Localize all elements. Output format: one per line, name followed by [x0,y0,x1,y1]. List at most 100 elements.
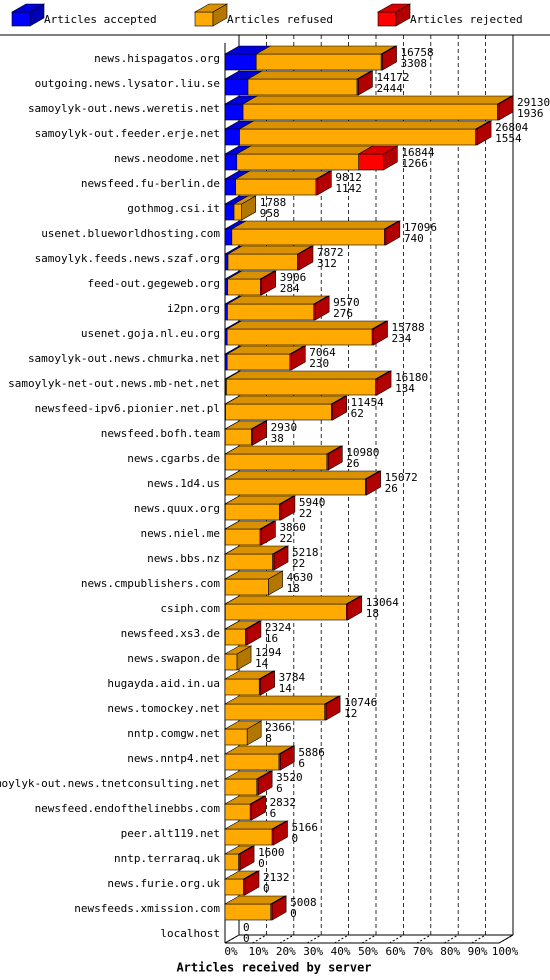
bar-segment-side [241,195,257,221]
y-tick-label: news.niel.me [141,527,220,540]
bar-segment [358,153,384,171]
y-tick-label: news.swapon.de [127,652,220,665]
legend-label: Articles refused [227,13,333,26]
row-label: 1294 [255,646,282,659]
bar-segment [224,803,251,821]
bar-segment-side [298,245,314,271]
bar-segment [224,828,273,846]
bar-segment-side [268,570,283,596]
row-label: 276 [333,307,353,320]
legend-swatch [194,11,214,27]
row-label: 5218 [292,546,319,559]
bar-segment [231,228,385,246]
x-tick-label: 30% [303,945,323,958]
row-label: 5886 [298,746,325,759]
row-label: 15072 [385,471,418,484]
row-label: 14 [255,657,269,670]
y-tick-label: usenet.goja.nl.eu.org [81,327,220,340]
bar-segment [233,203,243,221]
row-label: 1554 [495,132,522,145]
bar-segment [224,853,239,871]
bar-segment [224,203,235,221]
row-label: 958 [260,207,280,220]
bar-segment [236,153,360,171]
bar-segment-top [224,395,347,405]
bar-segment-side [366,470,381,496]
row-label: 16180 [395,371,428,384]
bar-segment [224,328,228,346]
tick-mark [279,934,295,944]
bar-segment [224,678,260,696]
row-label: 1600 [258,846,285,859]
y-tick-label: csiph.com [160,602,220,615]
bar-segment-side [358,70,373,96]
row-label: 0 [243,932,250,945]
bar-segment [224,903,272,921]
bar-segment [224,303,228,321]
bar-segment-top [225,370,391,380]
bar-segment [224,353,228,371]
bar-segment [224,628,246,646]
bar-segment-side [252,420,267,446]
y-tick-label: gothmog.csi.it [127,202,220,215]
x-tick-label: 100% [492,945,519,958]
bar-segment-side [332,395,347,421]
row-label: 6 [270,807,277,820]
row-label: 4630 [287,571,314,584]
x-tick-label: 60% [385,945,405,958]
bar-segment-side [271,895,287,921]
row-label: 2324 [265,621,292,634]
legend-swatch [212,3,228,27]
bar-segment-top [226,245,313,255]
legend-label: Articles accepted [44,13,157,26]
row-label: 14 [279,682,293,695]
bar-segment [242,103,498,121]
bar-segment [227,303,315,321]
bar-segment-side [273,545,289,571]
legend-label: Articles rejected [410,13,523,26]
bar-segment [224,728,248,746]
row-label: 8 [265,732,272,745]
y-tick-label: samoylyk-out.feeder.erje.net [35,127,220,140]
bar-segment-top [238,120,491,130]
row-label: 13064 [366,596,399,609]
bar-segment-top [241,95,513,105]
legend-swatch [11,11,31,27]
bar-segment-side [239,845,255,871]
bar-segment-side [244,870,260,896]
bar-segment-side [251,795,266,821]
bar-segment-side [246,620,262,646]
tick-mark [498,934,514,944]
row-label: 26804 [495,121,528,134]
tick-mark [224,934,240,944]
bar-segment-side [246,720,262,746]
bar-segment-side [260,670,275,696]
row-label: 0 [263,882,270,895]
row-label: 18 [366,607,379,620]
bar-segment-side [383,145,398,171]
bar-segment [224,78,249,96]
bar-segment-side [314,295,330,321]
row-label: 5166 [291,821,318,834]
y-tick-label: news.tomockey.net [107,702,220,715]
row-label: 2132 [263,871,290,884]
bar-segment-side [476,120,492,146]
bar-segment [224,53,257,71]
row-label: 0 [291,832,298,845]
x-tick-label: 80% [440,945,460,958]
legend-swatch [29,3,45,27]
row-label: 22 [279,532,292,545]
bar-segment-top [226,320,388,330]
bar-segment-side [261,520,276,546]
bar-segment [224,503,280,521]
legend-swatch [377,11,397,27]
x-tick-label: 0% [224,945,238,958]
y-tick-label: news.1d4.us [147,477,220,490]
row-label: 5940 [299,496,326,509]
row-label: 7872 [317,246,344,259]
row-label: 12 [344,707,357,720]
bar-segment [255,53,382,71]
row-label: 16844 [401,146,434,159]
bar-segment [224,753,280,771]
bar-segment [224,578,269,596]
